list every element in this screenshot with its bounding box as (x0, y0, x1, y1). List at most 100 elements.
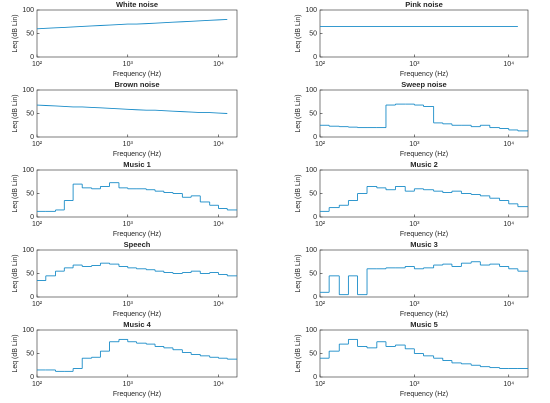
x-tick-label: 10³ (123, 221, 134, 228)
chart-title: Brown noise (114, 80, 159, 89)
x-axis-label: Frequency (Hz) (400, 71, 448, 78)
y-tick-label: 0 (30, 374, 34, 381)
y-tick-label: 100 (305, 327, 317, 334)
axes-box (36, 329, 238, 378)
x-tick-label: 10⁴ (503, 381, 514, 388)
x-tick-label: 10² (315, 61, 326, 68)
x-tick-label: 10² (315, 301, 326, 308)
x-tick-label: 10² (32, 141, 43, 148)
y-tick-label: 50 (26, 190, 34, 197)
x-tick-label: 10³ (123, 61, 134, 68)
x-tick-label: 10⁴ (213, 141, 224, 148)
line (36, 104, 228, 114)
y-tick-label: 0 (313, 214, 317, 221)
x-tick-label: 10³ (123, 141, 134, 148)
x-tick-label: 10³ (409, 301, 420, 308)
x-tick-label: 10⁴ (503, 301, 514, 308)
y-tick-label: 50 (26, 270, 34, 277)
y-tick-label: 0 (313, 374, 317, 381)
x-axis-label: Frequency (Hz) (113, 151, 161, 158)
x-tick-label: 10⁴ (213, 221, 224, 228)
x-tick-label: 10² (32, 61, 43, 68)
chart-title: Music 5 (410, 320, 438, 329)
x-axis-label: Frequency (Hz) (400, 151, 448, 158)
y-tick-label: 50 (26, 350, 34, 357)
y-tick-label: 100 (22, 7, 34, 14)
x-tick-label: 10² (32, 301, 43, 308)
x-axis-label: Frequency (Hz) (400, 311, 448, 318)
chart-title: Sweep noise (401, 80, 446, 89)
x-tick-label: 10³ (409, 61, 420, 68)
y-axis-label: Leq (dB Lin) (295, 14, 302, 52)
y-tick-label: 100 (22, 87, 34, 94)
axes-box (319, 9, 529, 58)
x-tick-label: 10³ (123, 301, 134, 308)
x-tick-label: 10⁴ (213, 381, 224, 388)
y-tick-label: 100 (305, 87, 317, 94)
chart-title: Speech (124, 240, 151, 249)
x-tick-label: 10⁴ (503, 61, 514, 68)
chart-title: White noise (116, 0, 158, 9)
y-tick-label: 50 (26, 110, 34, 117)
x-axis-label: Frequency (Hz) (400, 231, 448, 238)
y-axis-label: Leq (dB Lin) (12, 94, 19, 132)
y-tick-label: 0 (313, 54, 317, 61)
x-tick-label: 10² (315, 141, 326, 148)
axes-box (319, 89, 529, 138)
y-axis-label: Leq (dB Lin) (12, 334, 19, 372)
y-axis-label: Leq (dB Lin) (295, 94, 302, 132)
chart-title: Music 4 (123, 320, 151, 329)
axes-box (36, 9, 238, 58)
x-axis-label: Frequency (Hz) (113, 71, 161, 78)
line (36, 18, 228, 30)
x-tick-label: 10⁴ (213, 61, 224, 68)
axes-box (319, 329, 529, 378)
y-tick-label: 50 (309, 110, 317, 117)
chart-title: Music 2 (410, 160, 438, 169)
y-tick-label: 100 (22, 327, 34, 334)
x-tick-label: 10² (315, 381, 326, 388)
y-axis-label: Leq (dB Lin) (295, 174, 302, 212)
y-tick-label: 0 (30, 54, 34, 61)
y-tick-label: 0 (313, 134, 317, 141)
x-axis-label: Frequency (Hz) (113, 231, 161, 238)
y-tick-label: 50 (309, 350, 317, 357)
chart-title: Music 3 (410, 240, 438, 249)
axes-box (36, 89, 238, 138)
y-axis-label: Leq (dB Lin) (295, 334, 302, 372)
axes-box (36, 169, 238, 218)
y-axis-label: Leq (dB Lin) (12, 254, 19, 292)
x-tick-label: 10⁴ (503, 141, 514, 148)
axes-box (319, 249, 529, 298)
y-axis-label: Leq (dB Lin) (12, 14, 19, 52)
x-tick-label: 10³ (123, 381, 134, 388)
chart-title: Music 1 (123, 160, 151, 169)
y-tick-label: 50 (309, 30, 317, 37)
x-axis-label: Frequency (Hz) (113, 391, 161, 398)
y-tick-label: 100 (305, 247, 317, 254)
x-tick-label: 10³ (409, 381, 420, 388)
y-tick-label: 100 (22, 247, 34, 254)
axes-box (319, 169, 529, 218)
y-tick-label: 0 (30, 214, 34, 221)
y-tick-label: 50 (309, 190, 317, 197)
y-tick-label: 100 (22, 167, 34, 174)
y-tick-label: 0 (30, 134, 34, 141)
x-tick-label: 10⁴ (503, 221, 514, 228)
y-tick-label: 100 (305, 7, 317, 14)
y-axis-label: Leq (dB Lin) (12, 174, 19, 212)
y-tick-label: 0 (313, 294, 317, 301)
y-axis-label: Leq (dB Lin) (295, 254, 302, 292)
chart-title: Pink noise (405, 0, 443, 9)
y-tick-label: 0 (30, 294, 34, 301)
y-tick-label: 50 (309, 270, 317, 277)
x-axis-label: Frequency (Hz) (113, 311, 161, 318)
x-tick-label: 10⁴ (213, 301, 224, 308)
x-tick-label: 10² (32, 381, 43, 388)
y-tick-label: 50 (26, 30, 34, 37)
y-tick-label: 100 (305, 167, 317, 174)
x-tick-label: 10² (315, 221, 326, 228)
x-tick-label: 10² (32, 221, 43, 228)
x-axis-label: Frequency (Hz) (400, 391, 448, 398)
